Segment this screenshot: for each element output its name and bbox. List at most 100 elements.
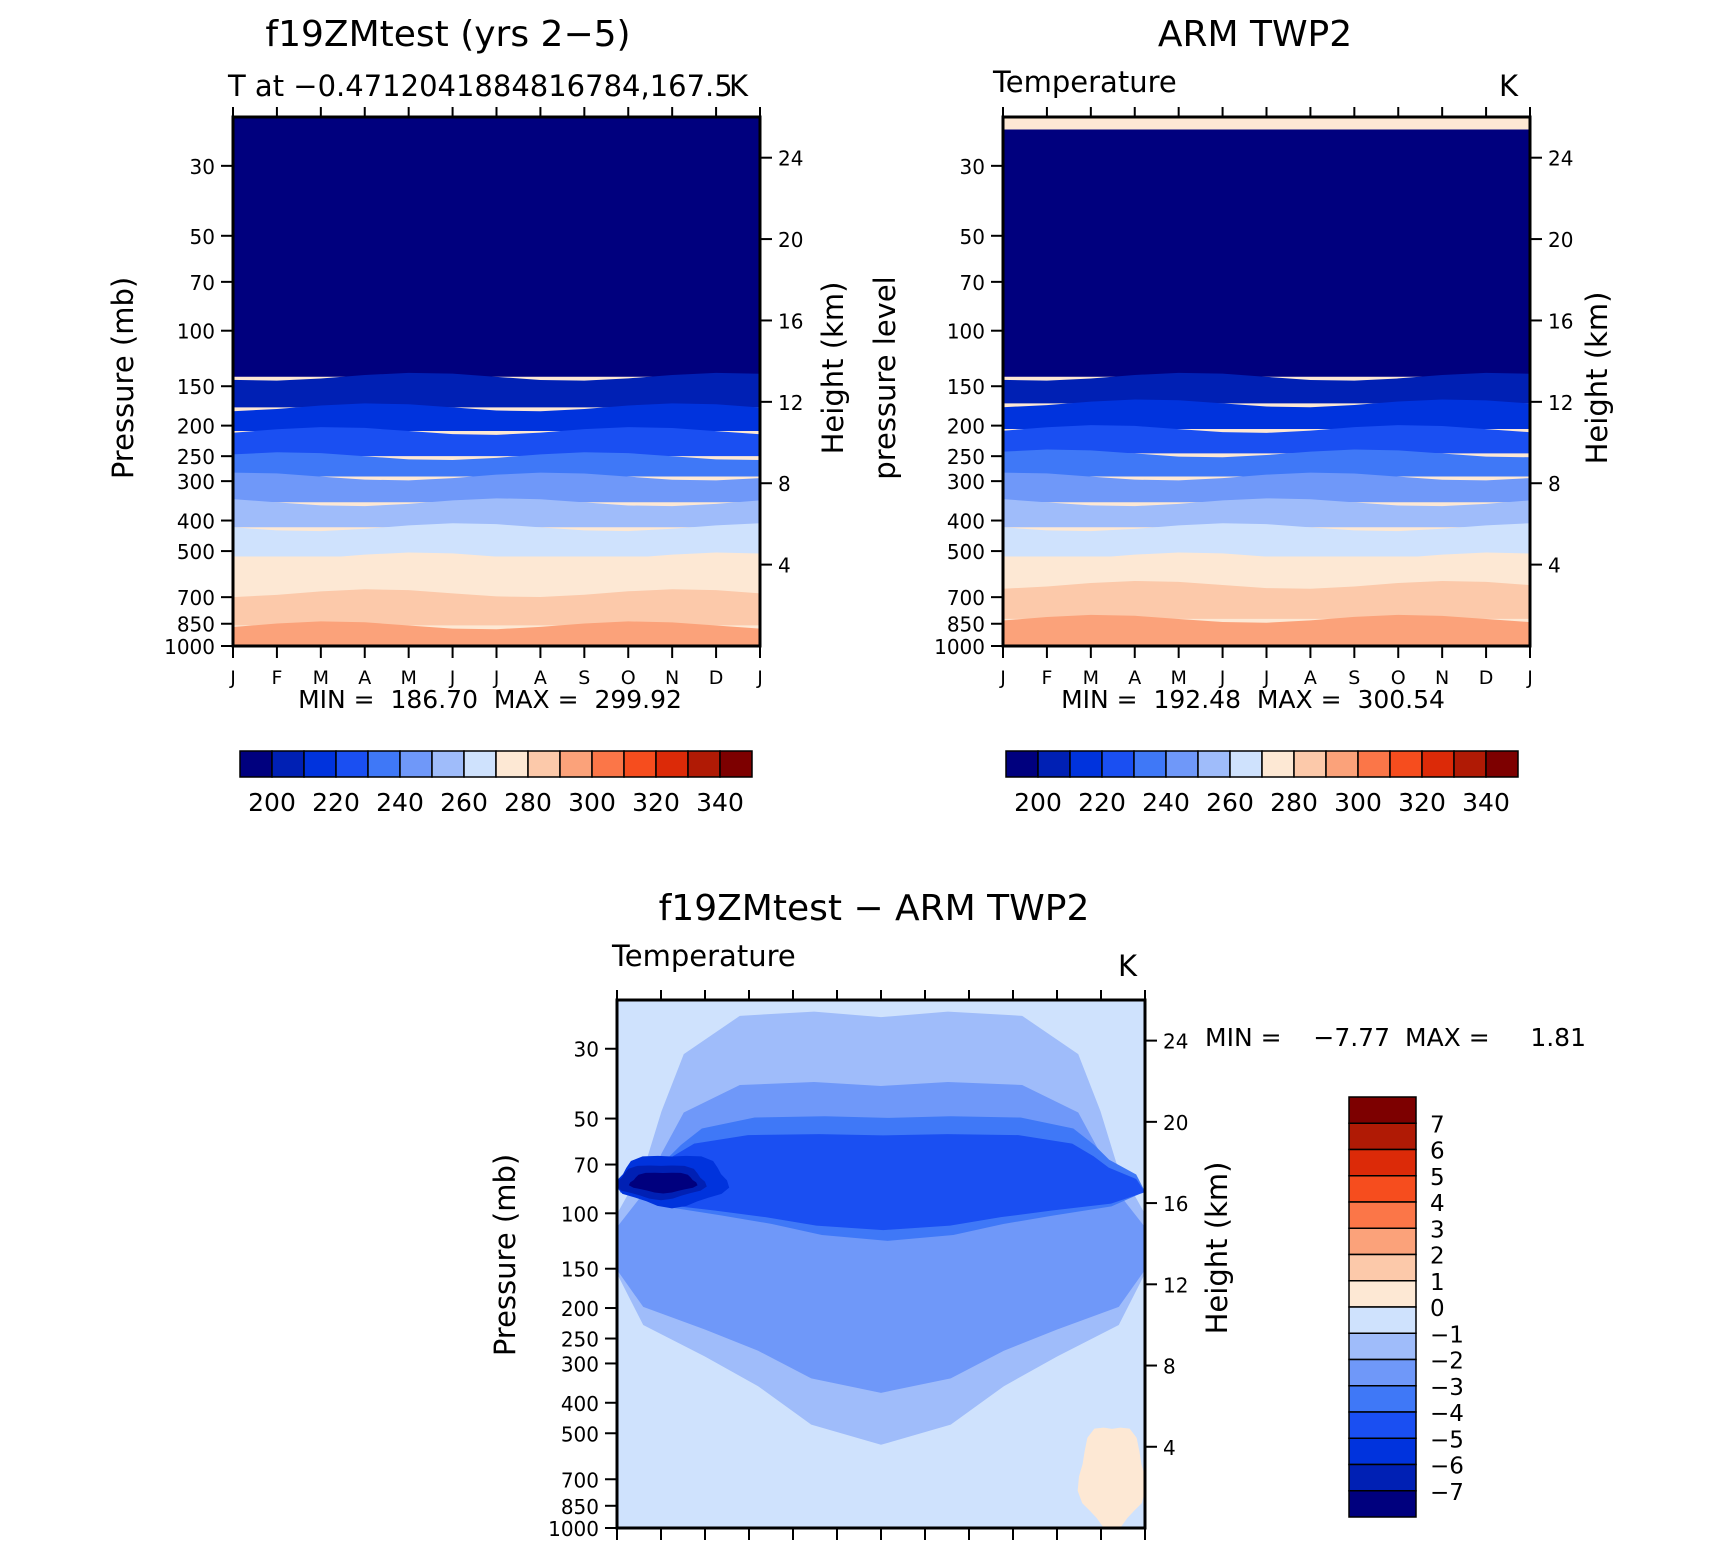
panel-model-colorbar-swatch [623, 750, 657, 778]
panel-model-y2tick-label: 20 [778, 228, 803, 252]
panel-model-y2-label: Height (km) [816, 282, 850, 455]
panel-model-y2tick-label: 12 [778, 391, 803, 415]
panel-diff-ytick-label: 70 [574, 1154, 599, 1178]
panel-diff-colorbar-label: 0 [1430, 1296, 1445, 1322]
panel-model: f19ZMtest (yrs 2−5) T at −0.471204188481… [106, 14, 850, 817]
panel-obs-colorbar-swatch [1037, 750, 1071, 778]
panel-diff-y2tick-label: 20 [1163, 1111, 1188, 1135]
panel-model-xtick-label: F [271, 667, 282, 689]
panel-diff-left-label: Temperature [611, 939, 796, 973]
panel-model-colorbar-swatch [239, 750, 273, 778]
panel-diff-xtick-label: J [877, 1549, 884, 1551]
panel-obs: ARM TWP2 Temperature K 30 50 70 100 150 200 25… [868, 14, 1614, 817]
panel-diff-xtick-label: F [656, 1549, 667, 1551]
panel-diff-colorbar-label: 3 [1430, 1217, 1445, 1243]
panel-model-left-label: T at −0.4712041884816784,167.5 [227, 69, 733, 103]
panel-diff-colorbar-swatch [1348, 1385, 1417, 1413]
panel-model-band [233, 452, 760, 477]
panel-obs-band [1003, 498, 1530, 528]
panel-obs-band [1003, 449, 1530, 477]
panel-model-colorbar-swatch [527, 750, 561, 778]
panel-model-y2tick-label: 4 [778, 554, 791, 578]
panel-model-ytick-label: 150 [177, 375, 215, 399]
panel-diff-ytick-label: 200 [561, 1297, 599, 1321]
panel-obs-y-label: pressure level [868, 276, 902, 479]
panel-diff-colorbar-swatch [1348, 1437, 1417, 1466]
panel-diff-colorbar-label: 7 [1430, 1112, 1445, 1138]
panel-obs-y2tick-label: 12 [1548, 391, 1573, 415]
panel-model-ytick-label: 50 [190, 225, 215, 249]
panel-diff-xtick-label: D [1094, 1549, 1109, 1551]
panel-model-ytick-label: 500 [177, 540, 215, 564]
panel-model-colorbar-label: 260 [440, 788, 488, 817]
panel-model-title: f19ZMtest (yrs 2−5) [265, 14, 630, 55]
panel-diff-ytick-label: 30 [574, 1038, 599, 1062]
panel-model-band [233, 552, 760, 594]
panel-obs-band [1003, 399, 1530, 429]
panel-obs-xtick-label: J [1219, 667, 1226, 689]
panel-diff-contour [1077, 1427, 1145, 1528]
panel-diff-colorbar-label: 5 [1430, 1165, 1445, 1191]
panel-diff-colorbar-label: −2 [1430, 1349, 1464, 1375]
panel-diff-ytick-label: 100 [561, 1202, 599, 1226]
panel-model-colorbar-swatch [687, 750, 721, 778]
panel-model-colorbar-label: 320 [632, 788, 680, 817]
panel-obs-ytick-label: 200 [947, 415, 985, 439]
panel-obs-xtick-label: M [1083, 667, 1099, 689]
panel-model-xtick-label: O [621, 667, 636, 689]
panel-model-band [233, 498, 760, 528]
panel-obs-colorbar-swatch [1357, 750, 1391, 778]
panel-obs-ytick-label: 300 [947, 470, 985, 494]
panel-diff-xtick-label: J [833, 1549, 840, 1551]
panel-model-colorbar-swatch [655, 750, 689, 778]
panel-obs-colorbar-label: 200 [1014, 788, 1062, 817]
panel-model-ytick-label: 400 [177, 510, 215, 534]
panel-diff-colorbar-swatch [1348, 1411, 1417, 1439]
panel-obs-y2tick-label: 16 [1548, 309, 1573, 333]
panel-obs-ytick-label: 500 [947, 540, 985, 564]
panel-diff-colorbar-label: 2 [1430, 1244, 1445, 1270]
panel-obs-y2tick-label: 24 [1548, 147, 1573, 171]
panel-obs-ytick-label: 400 [947, 510, 985, 534]
panel-diff-xtick-label: J [613, 1549, 620, 1551]
panel-obs-title: ARM TWP2 [1158, 14, 1352, 55]
panel-obs-ytick-label: 150 [947, 375, 985, 399]
panel-model-band [233, 403, 760, 431]
panel-obs-colorbar-swatch [1101, 750, 1135, 778]
panel-model-y2tick-label: 8 [778, 472, 791, 496]
panel-model-colorbar-label: 300 [568, 788, 616, 817]
panel-diff-y2tick-label: 8 [1163, 1355, 1176, 1379]
panel-obs-ytick-label: 700 [947, 586, 985, 610]
panel-obs-band [1003, 472, 1530, 503]
panel-diff-colorbar-swatch [1348, 1175, 1417, 1203]
panel-obs-xtick-label: M [1170, 667, 1186, 689]
panel-diff-colorbar-label: −4 [1430, 1401, 1464, 1427]
panel-diff-ytick-label: 1000 [548, 1517, 599, 1541]
panel-diff: f19ZMtest − ARM TWP2 Temperature K 30507… [488, 888, 1586, 1551]
panel-obs-band [1003, 614, 1530, 646]
panel-model-ytick-label: 850 [177, 613, 215, 637]
panel-model-colorbar-swatch [399, 750, 433, 778]
panel-model-xtick-label: A [358, 667, 371, 689]
panel-diff-colorbar-swatch [1348, 1253, 1417, 1282]
panel-model-band [233, 372, 760, 408]
panel-model-xtick-label: A [534, 667, 547, 689]
panel-diff-colorbar-label: −1 [1430, 1322, 1464, 1348]
panel-diff-colorbar-swatch [1348, 1122, 1417, 1151]
panel-obs-xtick-label: N [1435, 667, 1449, 689]
panel-diff-colorbar-label: −7 [1430, 1480, 1464, 1506]
panel-model-colorbar-label: 200 [248, 788, 296, 817]
panel-obs-ytick-label: 50 [960, 225, 985, 249]
panel-obs-xtick-label: A [1304, 667, 1317, 689]
panel-model-ytick-label: 70 [190, 271, 215, 295]
panel-diff-colorbar-label: 6 [1430, 1139, 1445, 1165]
panel-model-xtick-label: J [756, 667, 763, 689]
panel-model-xtick-label: N [665, 667, 679, 689]
panel-obs-units: K [1499, 69, 1519, 103]
panel-diff-colorbar-label: −6 [1430, 1454, 1464, 1480]
panel-diff-ytick-label: 400 [561, 1392, 599, 1416]
panel-diff-y2tick-label: 4 [1163, 1436, 1176, 1460]
panel-model-stats: MIN = 186.70 MAX = 299.92 [298, 685, 682, 714]
panel-model-colorbar-swatch [271, 750, 305, 778]
